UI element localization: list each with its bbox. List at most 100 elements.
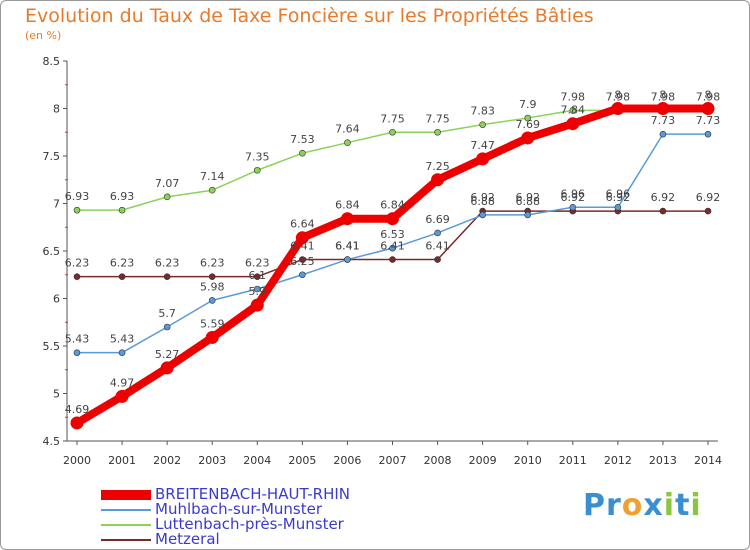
data-point: [253, 166, 261, 174]
data-point: [656, 102, 670, 115]
data-point: [434, 229, 441, 237]
data-point: [163, 193, 171, 201]
data-label: 5.7: [158, 307, 176, 320]
data-point: [118, 206, 126, 214]
data-point: [701, 102, 715, 115]
logo-letter: t: [675, 488, 691, 523]
y-tick-label: 5.5: [43, 340, 61, 353]
data-point: [118, 349, 126, 356]
data-point: [566, 117, 580, 131]
legend-label: Luttenbach-près-Munster: [155, 515, 344, 533]
y-tick-label: 7: [53, 198, 60, 211]
legend-swatch: [101, 490, 151, 500]
data-label: 6.64: [290, 218, 315, 231]
data-label: 7.73: [696, 114, 721, 127]
data-point: [208, 186, 216, 194]
data-point: [205, 330, 219, 344]
logo-letter: i: [690, 488, 702, 523]
data-label: 5.59: [200, 317, 225, 330]
x-tick-label: 2001: [108, 454, 136, 467]
x-tick-label: 2013: [649, 454, 677, 467]
data-label: 6.25: [290, 255, 315, 268]
data-point: [299, 271, 306, 279]
data-point: [389, 244, 396, 252]
y-tick-label: 8: [53, 103, 60, 116]
x-tick-label: 2005: [288, 454, 316, 467]
data-label: 8: [659, 89, 666, 102]
y-tick-label: 6: [53, 293, 60, 306]
data-label: 7.07: [155, 177, 180, 190]
proxiti-logo: Proxiti: [583, 488, 702, 523]
data-label: 6.92: [696, 191, 721, 204]
x-tick-label: 2004: [243, 454, 271, 467]
data-label: 6.92: [606, 191, 631, 204]
data-point: [476, 152, 490, 166]
data-label: 6.84: [335, 199, 360, 212]
x-tick-label: 2010: [514, 454, 542, 467]
x-tick-label: 2012: [604, 454, 632, 467]
legend-swatch: [101, 509, 151, 511]
data-label: 6.93: [110, 190, 135, 203]
data-labels: 6.23 6.23 6.23 6.23 6.23 6.41 6.41 6.41 6.41 6.92…: [65, 89, 721, 416]
data-label: 7.98: [606, 90, 631, 103]
data-label: 6.23: [155, 257, 180, 270]
x-tick-label: 2014: [694, 454, 722, 467]
data-point: [344, 256, 351, 263]
data-label: 5.98: [200, 280, 225, 293]
data-label: 6.41: [335, 240, 360, 253]
y-tick-label: 6.5: [43, 245, 61, 258]
data-point: [73, 349, 81, 356]
logo-letter: x: [643, 488, 664, 523]
data-point: [340, 212, 354, 226]
data-point: [614, 204, 622, 211]
data-point: [389, 256, 396, 263]
data-label: 6.88: [515, 195, 540, 208]
chart-subtitle: (en %): [25, 29, 62, 42]
data-label: 7.98: [651, 90, 676, 103]
data-point: [569, 204, 577, 211]
x-tick-label: 2011: [559, 454, 587, 467]
legend-item: Metzeral: [101, 530, 521, 549]
y-tick-label: 4.5: [43, 435, 61, 448]
x-tick-label: 2009: [469, 454, 497, 467]
data-label: 7.64: [335, 123, 360, 136]
data-point: [253, 285, 261, 293]
data-point: [479, 211, 486, 219]
data-point: [611, 102, 625, 115]
data-label: 6.41: [425, 240, 450, 253]
logo-letter: P: [583, 488, 606, 523]
y-tick-label: 7.5: [43, 150, 61, 163]
legend-label: Metzeral: [155, 530, 220, 548]
data-label: 6.23: [110, 257, 135, 270]
data-label: 6.41: [290, 240, 315, 253]
data-label: 6.96: [606, 187, 631, 200]
data-point: [431, 173, 445, 187]
data-point: [73, 273, 81, 280]
data-label: 6.92: [470, 191, 495, 204]
chart-title: Evolution du Taux de Taxe Foncière sur l…: [25, 5, 594, 27]
data-point: [299, 256, 306, 263]
y-tick-label: 8.5: [43, 55, 61, 68]
data-label: 6.92: [651, 191, 676, 204]
data-point: [434, 128, 441, 136]
data-point: [524, 211, 532, 219]
data-label: 7.75: [380, 112, 405, 125]
data-label: 8: [614, 89, 621, 102]
data-point: [704, 207, 712, 215]
data-point: [704, 130, 712, 138]
legend-item: BREITENBACH-HAUT-RHIN: [101, 485, 521, 504]
data-label: 7.83: [470, 105, 495, 118]
data-label: 5.27: [155, 348, 180, 361]
data-point: [659, 207, 667, 215]
data-point: [253, 273, 261, 280]
x-tick-label: 2000: [63, 454, 91, 467]
data-label: 7.25: [425, 160, 450, 173]
data-point: [524, 114, 532, 122]
data-point: [344, 139, 351, 146]
data-point: [250, 298, 264, 312]
data-label: 5.43: [110, 333, 135, 346]
data-label: 8: [705, 89, 712, 102]
data-point: [659, 130, 667, 138]
